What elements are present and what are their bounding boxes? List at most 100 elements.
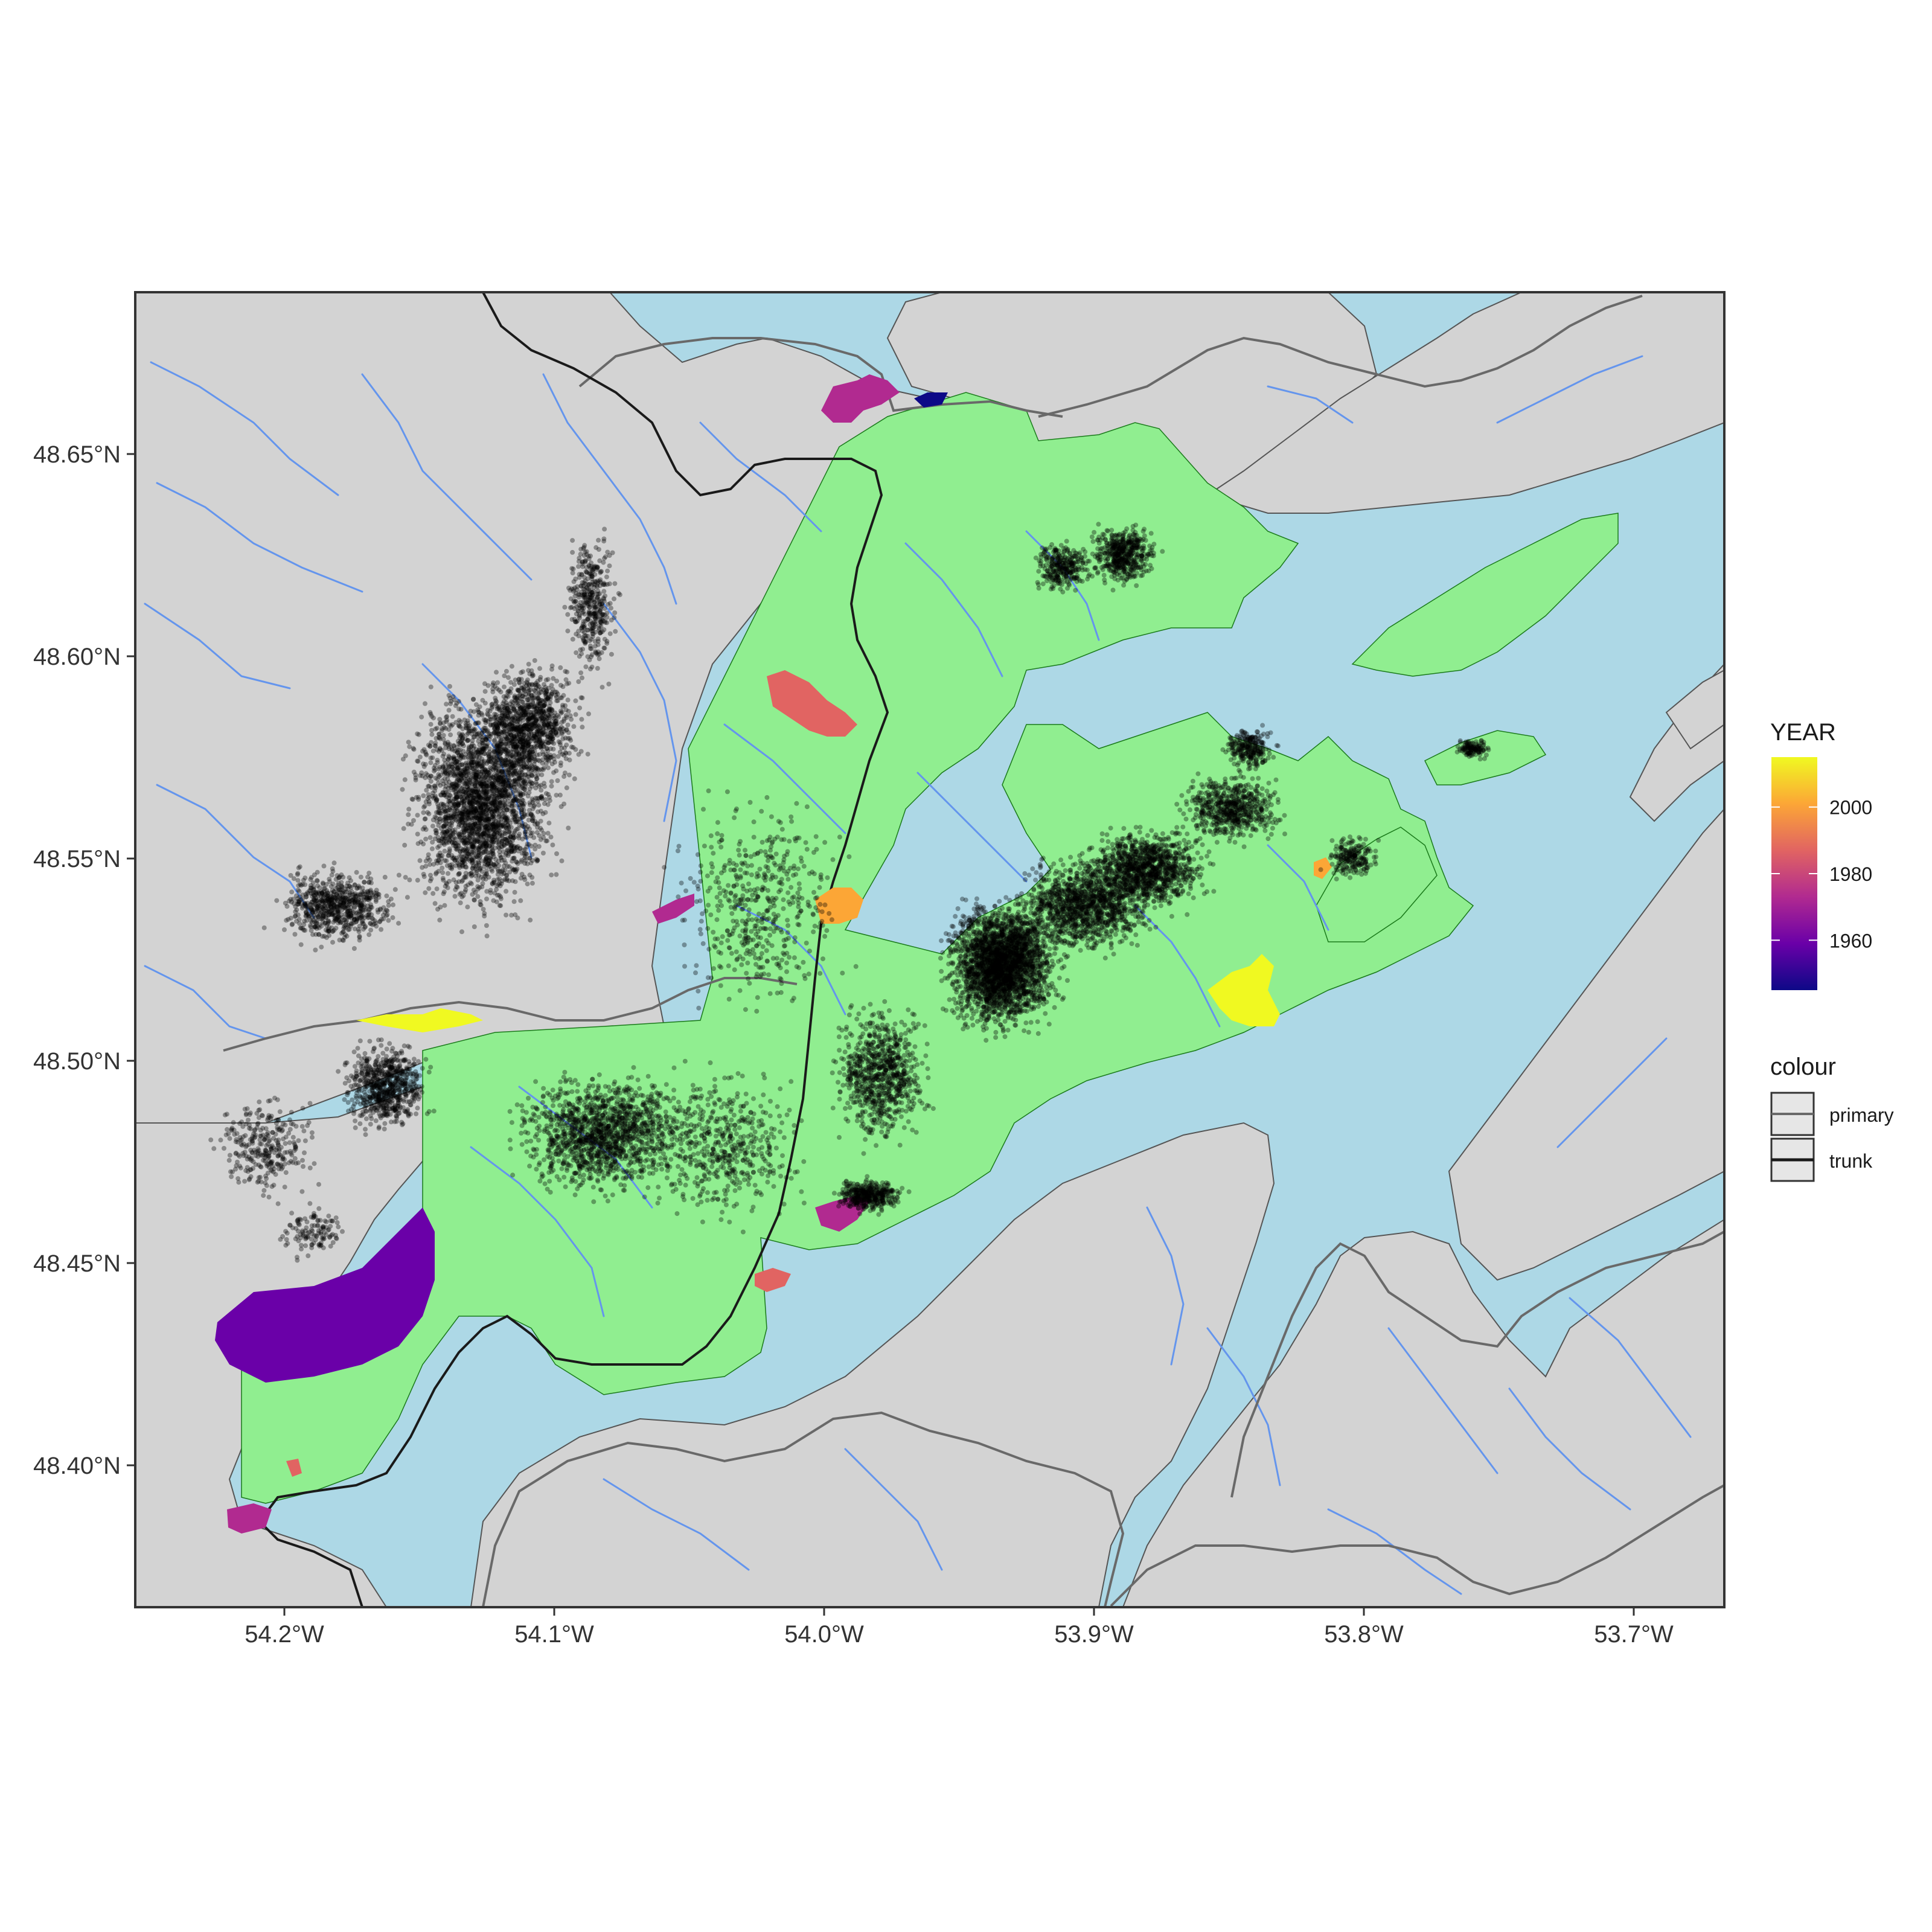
observation-point (586, 586, 591, 592)
river (603, 603, 677, 822)
observation-point (446, 789, 451, 795)
observation-point (518, 756, 523, 762)
observation-point (477, 844, 482, 849)
observation-point (489, 702, 494, 708)
observation-point (476, 738, 481, 744)
observation-point (471, 726, 476, 732)
observation-point (336, 910, 341, 915)
observation-point (526, 691, 532, 696)
observation-point (439, 801, 444, 807)
observation-point (409, 796, 415, 802)
observation-point (522, 790, 528, 796)
observation-point (432, 814, 438, 819)
observation-point (428, 872, 433, 878)
river (144, 603, 291, 689)
observation-point (434, 886, 440, 892)
observation-point (530, 806, 536, 811)
observation-point (369, 880, 374, 886)
observation-point (456, 862, 462, 867)
observation-point (315, 898, 320, 903)
observation-point (458, 900, 463, 906)
observation-point (309, 928, 314, 933)
observation-point (347, 1078, 351, 1084)
trunk-road-layer (258, 292, 889, 1607)
observation-point (523, 703, 529, 708)
primary-road-layer (223, 295, 1724, 1607)
land-layer (135, 292, 1724, 1607)
observation-point (434, 858, 439, 863)
river (603, 1478, 750, 1571)
observation-point (423, 816, 428, 822)
observation-point (525, 753, 530, 758)
observation-point (527, 856, 533, 861)
observation-point (446, 756, 451, 762)
observation-point (450, 828, 455, 833)
observation-point (355, 1046, 360, 1051)
primary-road (578, 337, 1063, 418)
observation-point (510, 856, 516, 861)
land-island-east (1665, 669, 1724, 750)
observation-point (542, 690, 548, 696)
observation-point (424, 787, 429, 793)
river (542, 373, 677, 605)
observation-point (522, 778, 528, 784)
observation-point (548, 834, 554, 840)
observation-point (488, 722, 493, 728)
observation-point (525, 728, 530, 733)
observation-point (443, 819, 449, 824)
observation-point (558, 665, 563, 670)
observation-point (463, 790, 469, 795)
river (1569, 1297, 1692, 1438)
observation-point (470, 738, 475, 743)
observation-point (507, 701, 513, 706)
observation-point (313, 932, 319, 937)
observation-point (520, 694, 525, 699)
observation-point (516, 817, 522, 822)
observation-point (479, 749, 485, 755)
observation-point (505, 840, 510, 846)
observation-point (494, 750, 499, 756)
observation-point (432, 763, 438, 768)
observation-point (453, 771, 458, 776)
observation-point (525, 793, 531, 799)
observation-point (612, 581, 618, 586)
observation-point (465, 795, 470, 801)
observation-point (458, 849, 463, 854)
observation-point (400, 787, 405, 792)
observation-point (319, 944, 324, 950)
observation-point (499, 844, 505, 849)
observation-point (482, 874, 488, 879)
observation-point (501, 724, 507, 730)
observation-point (446, 761, 451, 767)
observation-point (526, 732, 532, 738)
observation-point (438, 792, 443, 798)
observation-point (549, 708, 554, 713)
observation-point (595, 649, 601, 654)
observation-point (549, 779, 554, 784)
observation-point (587, 581, 592, 587)
observation-point (379, 927, 384, 932)
observation-point (496, 778, 501, 783)
observation-point (545, 831, 551, 836)
observation-point (526, 662, 531, 667)
observation-point (539, 787, 544, 793)
observation-point (423, 701, 427, 706)
observation-point (475, 773, 480, 778)
observation-point (592, 572, 598, 577)
observation-point (484, 933, 490, 939)
observation-point (289, 889, 295, 895)
observation-point (473, 808, 479, 813)
observation-point (529, 875, 535, 880)
observation-point (330, 939, 335, 945)
observation-point (423, 836, 429, 842)
observation-point (475, 761, 480, 766)
observation-point (435, 758, 440, 763)
observation-point (445, 815, 450, 820)
observation-point (476, 863, 482, 868)
observation-point (475, 877, 481, 883)
observation-point (478, 823, 483, 828)
observation-point (489, 783, 494, 788)
observation-point (438, 816, 443, 821)
observation-point (458, 706, 464, 712)
observation-point (570, 538, 575, 543)
